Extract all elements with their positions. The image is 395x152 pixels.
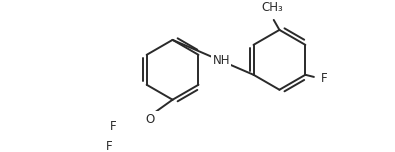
Text: F: F (321, 72, 327, 85)
Text: CH₃: CH₃ (261, 1, 283, 14)
Text: F: F (106, 140, 113, 152)
Text: F: F (109, 120, 116, 133)
Text: O: O (145, 113, 154, 126)
Text: NH: NH (213, 54, 230, 67)
